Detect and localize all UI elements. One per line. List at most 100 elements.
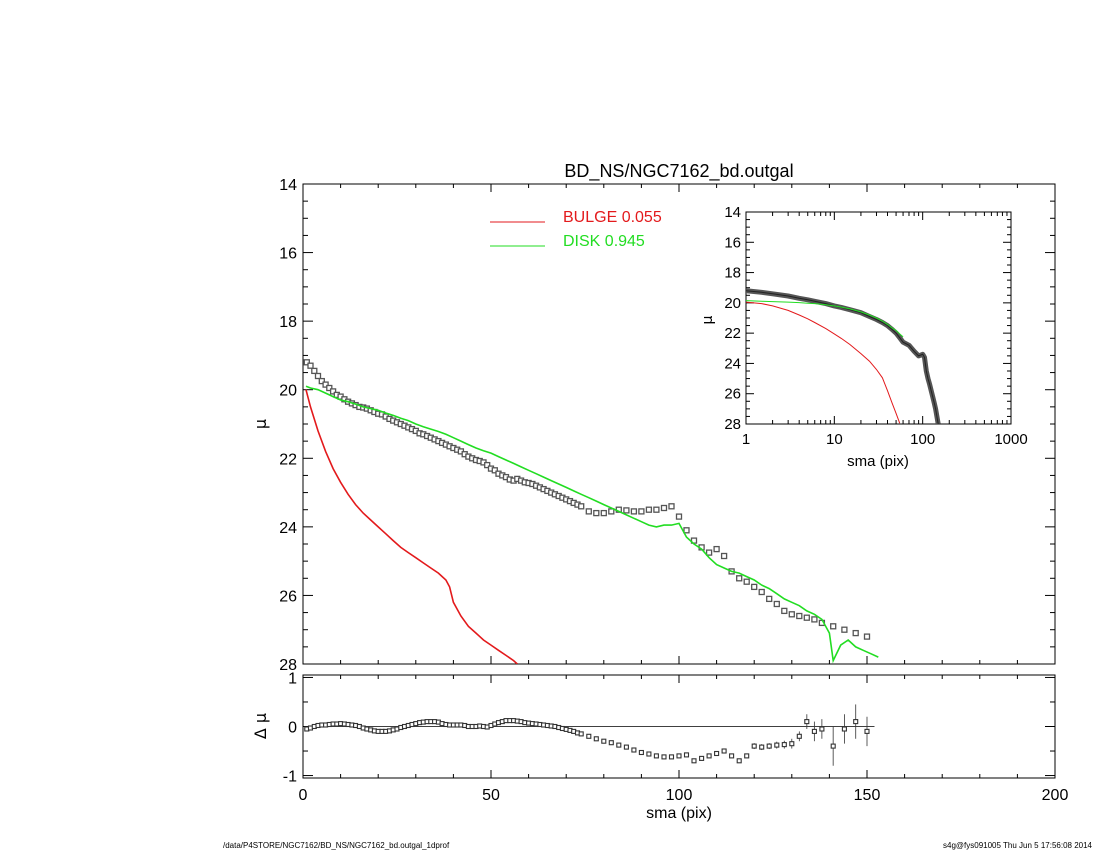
residual-ytick-label: 1 [288, 670, 297, 687]
data-point [307, 362, 314, 369]
residual-xtick-label: 100 [666, 787, 693, 804]
residual-point [819, 726, 825, 732]
residual-point [668, 754, 675, 760]
data-point [720, 552, 728, 560]
residual-point [586, 733, 592, 739]
main-ytick-label: 28 [279, 657, 297, 674]
residual-point [751, 743, 757, 749]
data-point [491, 467, 498, 474]
residual-point [661, 754, 667, 760]
residual-ylabel: Δ μ [251, 713, 270, 739]
main-ylabel: μ [251, 419, 270, 429]
data-point [773, 600, 780, 608]
data-point [736, 575, 743, 582]
data-point [311, 367, 318, 375]
series-bulge-line [305, 389, 518, 664]
residual-point [631, 747, 637, 753]
inset-xtick-label: 1 [742, 431, 750, 448]
residual-panel: 0 50 100 150 200-101 Δ μ sma (pix) [251, 670, 1068, 822]
data-point [623, 507, 630, 514]
main-ytick-label: 24 [279, 520, 297, 537]
inset-disk-line [746, 300, 904, 338]
residual-point [796, 733, 802, 739]
data-point [788, 611, 795, 618]
residual-point [864, 728, 870, 734]
residual-point [853, 719, 859, 725]
data-point [653, 506, 660, 513]
residual-point [744, 753, 750, 759]
residual-ytick-label: 0 [288, 720, 297, 737]
data-point [675, 513, 683, 520]
inset-ytick-label: 16 [724, 234, 741, 251]
residual-point [683, 752, 690, 758]
residual-point [759, 744, 765, 750]
inset-ytick-label: 20 [724, 295, 741, 312]
legend-bulge-label: BULGE 0.055 [563, 209, 662, 226]
residual-xlabel: sma (pix) [646, 805, 712, 822]
residual-point [623, 744, 629, 750]
data-point [796, 612, 803, 620]
data-point [303, 359, 310, 366]
inset-xtick-label: 100 [910, 431, 935, 448]
data-point [578, 503, 585, 510]
data-point [329, 388, 337, 395]
inset-data-line [746, 290, 939, 424]
residual-point [593, 736, 599, 742]
residual-point [608, 740, 614, 746]
residual-point [691, 758, 697, 764]
data-point [852, 629, 859, 637]
footer-timestamp: s4g@fys091005 Thu Jun 5 17:56:08 2014 [943, 841, 1092, 850]
residual-point [721, 748, 727, 754]
residual-point [714, 750, 720, 757]
main-ytick-label: 18 [279, 314, 297, 331]
residual-xtick-label: 200 [1042, 787, 1069, 804]
data-point [811, 616, 818, 623]
inset-xtick-label: 10 [826, 431, 843, 448]
residual-point [616, 742, 622, 748]
residual-xtick-label: 50 [482, 787, 500, 804]
residual-point [781, 742, 787, 748]
series-disk-line [305, 385, 879, 664]
inset-ylabel: μ [700, 315, 716, 324]
residual-point [736, 758, 742, 764]
residual-xtick-label: 0 [299, 787, 308, 804]
residual-point [811, 728, 817, 734]
data-point [600, 509, 607, 517]
data-point [758, 588, 765, 596]
main-ytick-label: 22 [279, 451, 297, 468]
residual-point [676, 753, 682, 759]
data-point [705, 549, 713, 556]
residual-point [774, 742, 780, 748]
inset-bulge-line [746, 301, 901, 424]
residual-ytick-label: -1 [283, 769, 297, 786]
residual-point [830, 743, 836, 749]
data-point [803, 614, 810, 621]
residual-point [804, 719, 810, 725]
main-ytick-label: 16 [279, 246, 297, 263]
inset-ytick-label: 26 [724, 386, 741, 403]
data-point [630, 508, 638, 515]
data-point [608, 508, 615, 515]
data-point [484, 461, 491, 469]
data-point [683, 527, 690, 534]
data-point [593, 509, 600, 517]
residual-point [578, 731, 584, 737]
data-point [585, 508, 592, 515]
inset-ytick-label: 28 [724, 416, 741, 433]
residual-point [646, 751, 652, 757]
residual-xtick-label: 150 [854, 787, 881, 804]
data-point [645, 506, 653, 513]
data-point [638, 508, 645, 515]
data-point [841, 626, 848, 633]
data-point [743, 578, 750, 585]
residual-point [653, 753, 659, 759]
inset-ytick-label: 24 [724, 355, 741, 372]
residual-point [766, 743, 772, 749]
residual-point [601, 738, 607, 744]
data-point [314, 372, 322, 380]
residual-point [841, 726, 847, 732]
residual-point [699, 755, 705, 761]
inset-xlabel: sma (pix) [847, 453, 909, 470]
data-point [751, 583, 758, 591]
